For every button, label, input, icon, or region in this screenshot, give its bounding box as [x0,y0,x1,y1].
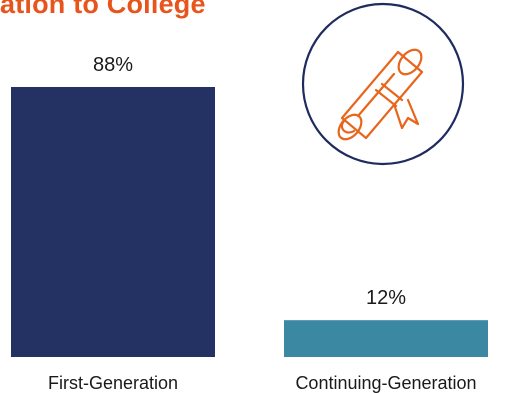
diploma-scroll-shape [337,48,424,141]
bar-continuing-generation [284,320,488,357]
chart-title: ation to College [0,0,206,19]
diploma-scroll-icon [301,2,465,166]
bar-first-generation [11,87,215,357]
data-label-continuing-generation: 12% [366,287,406,309]
category-label-first-generation: First-Generation [48,373,178,393]
badge-ring [301,2,465,166]
category-label-continuing-generation: Continuing-Generation [295,373,476,393]
data-label-first-generation: 88% [93,54,133,76]
bars-layer: 88% First-Generation 12% Continuing-Generat… [11,54,488,393]
